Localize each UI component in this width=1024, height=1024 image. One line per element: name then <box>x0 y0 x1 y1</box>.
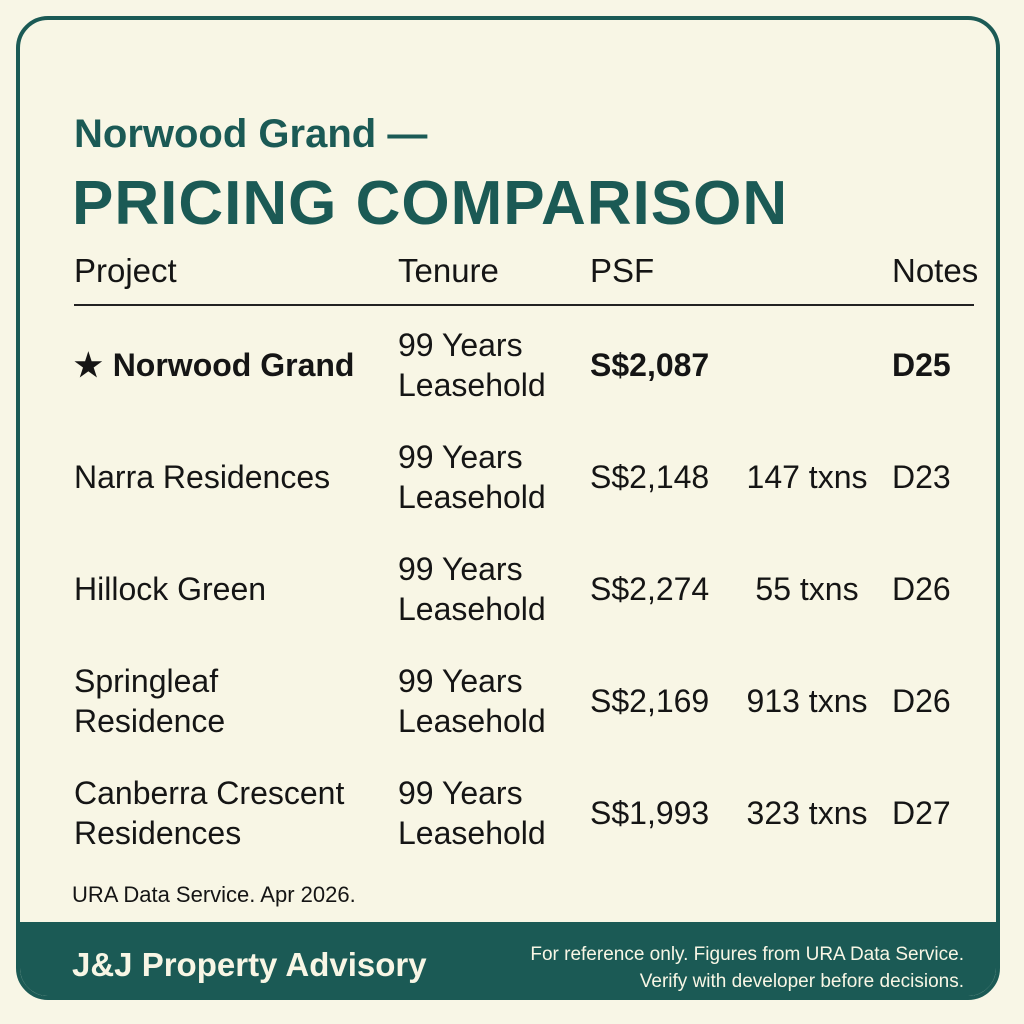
project-cell: Narra Residences <box>74 421 374 533</box>
tenure-cell: 99 Years Leasehold <box>398 662 546 739</box>
column-header: Notes <box>892 252 979 289</box>
card: Norwood Grand — PRICING COMPARISON ★ Norw… <box>16 16 1000 1000</box>
txns-cell: 913 txns <box>746 682 868 719</box>
notes-cell: D26 <box>892 570 951 607</box>
title: PRICING COMPARISON <box>72 169 789 238</box>
txns-cell: 55 txns <box>755 570 859 607</box>
footer-band <box>20 922 996 996</box>
tenure-cell: 99 Years Leasehold <box>398 774 546 851</box>
notes-cell: D25 <box>892 346 951 383</box>
disclaimer-line: For reference only. Figures from URA Dat… <box>530 944 964 965</box>
column-header: Project <box>74 252 177 289</box>
tenure-cell: 99 Years Leasehold <box>398 550 546 627</box>
psf-cell: S$1,993 <box>590 794 710 831</box>
project-name: Narra Residences <box>74 458 331 495</box>
column-header: PSF <box>590 252 655 289</box>
project-name: Springleaf Residence <box>74 662 226 739</box>
header-rule <box>74 304 974 306</box>
project-cell: ★ Norwood Grand <box>74 309 374 421</box>
source-note: URA Data Service. Apr 2026. <box>72 882 356 907</box>
project-cell: Springleaf Residence <box>74 645 374 757</box>
psf-cell: S$2,087 <box>590 346 710 383</box>
tenure-cell: 99 Years Leasehold <box>398 438 546 515</box>
brand: J&J Property Advisory <box>72 946 427 983</box>
disclaimer: For reference only. Figures from URA Dat… <box>530 942 964 995</box>
table-row: Canberra Crescent Residences 99 Years Lea… <box>20 757 996 869</box>
table-row: Narra Residences 99 Years Leasehold S$2,14… <box>20 421 996 533</box>
title-line: Norwood Grand — <box>74 112 428 156</box>
txns-cell: 323 txns <box>746 794 868 831</box>
psf-cell: S$2,148 <box>590 458 710 495</box>
project-name: Hillock Green <box>74 570 267 607</box>
table-row: Hillock Green 99 Years Leasehold S$2,274 55… <box>20 533 996 645</box>
project-cell: Hillock Green <box>74 533 374 645</box>
psf-cell: S$2,274 <box>590 570 710 607</box>
table-row: Springleaf Residence 99 Years Leasehold S$… <box>20 645 996 757</box>
star-icon: ★ <box>74 346 103 383</box>
notes-cell: D27 <box>892 794 951 831</box>
tenure-cell: 99 Years Leasehold <box>398 326 546 403</box>
notes-cell: D26 <box>892 682 951 719</box>
disclaimer-line: Verify with developer before decisions. <box>639 970 964 992</box>
project-cell: Canberra Crescent Residences <box>74 757 374 869</box>
project-name: Canberra Crescent Residences <box>74 774 345 851</box>
psf-cell: S$2,169 <box>590 682 710 719</box>
txns-cell: 147 txns <box>746 458 868 495</box>
column-header: Tenure <box>398 252 499 289</box>
notes-cell: D23 <box>892 458 951 495</box>
project-name: Norwood Grand <box>112 346 355 383</box>
table-row: ★ Norwood Grand 99 Years Leasehold S$2,087 D… <box>20 309 996 421</box>
